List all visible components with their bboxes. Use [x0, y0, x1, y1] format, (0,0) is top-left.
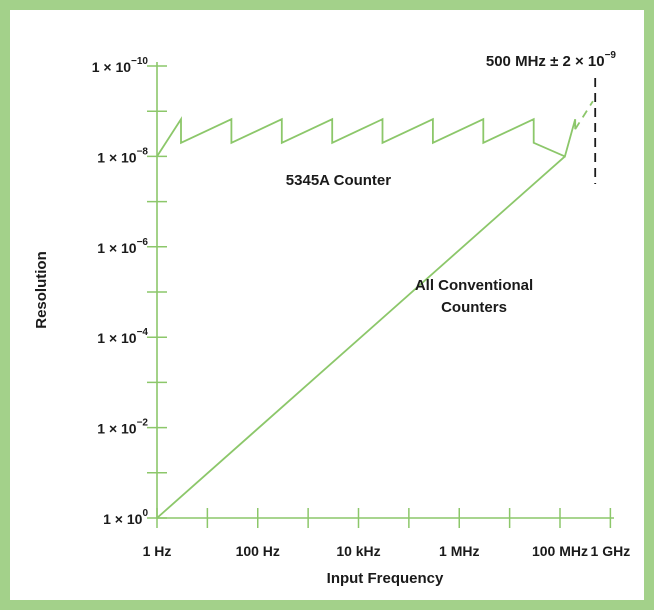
x-tick-label: 1 MHz — [439, 543, 479, 559]
annotation-5345a: 5345A Counter — [286, 172, 391, 189]
y-tick-label: 1 × 100 — [103, 508, 148, 527]
annotation-500mhz: 500 MHz ± 2 × 10−9 — [486, 50, 617, 70]
annotation-conventional-line1: All Conventional — [415, 277, 533, 294]
series-5345a-line — [156, 116, 577, 158]
x-tick-label: 1 GHz — [591, 543, 631, 559]
y-axis-title: Resolution — [33, 251, 50, 329]
series-5345a-extension — [574, 100, 594, 130]
x-tick-label: 1 Hz — [143, 543, 172, 559]
axes-group — [156, 62, 614, 519]
x-tick-label: 100 MHz — [532, 543, 588, 559]
y-tick-label: 1 × 10−2 — [97, 418, 148, 437]
x-tick-label: 100 Hz — [236, 543, 280, 559]
y-tick-label: 1 × 10−4 — [97, 327, 148, 346]
y-tick-label: 1 × 10−10 — [92, 56, 149, 75]
series-group — [156, 78, 597, 519]
ticks-group — [147, 65, 612, 528]
y-tick-label: 1 × 10−8 — [97, 146, 148, 165]
x-tick-label: 10 kHz — [336, 543, 380, 559]
x-axis-title: Input Frequency — [327, 570, 444, 587]
labels-group: 1 Hz 100 Hz 10 kHz 1 MHz 100 MHz 1 GHz 1 × 100… — [92, 50, 631, 559]
annotation-conventional-line2: Counters — [441, 299, 507, 316]
series-conventional-line — [156, 155, 566, 519]
y-tick-label: 1 × 10−6 — [97, 237, 148, 256]
